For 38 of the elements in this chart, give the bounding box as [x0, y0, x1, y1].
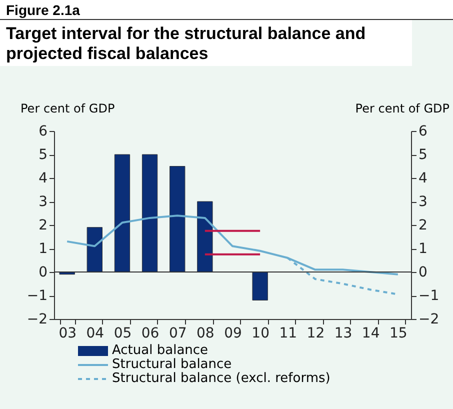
legend-label: Structural balance — [112, 357, 232, 372]
y-tick-label: 4 — [38, 170, 48, 186]
x-tick-label: 10 — [252, 326, 270, 342]
y2-tick-label: 1 — [418, 241, 428, 257]
y2-tick-label: 0 — [418, 264, 428, 280]
x-tick-label: 14 — [362, 326, 380, 342]
x-tick-label: 11 — [279, 326, 298, 342]
y-tick-label: 2 — [38, 218, 48, 234]
legend-label: Structural balance (excl. reforms) — [112, 371, 330, 386]
x-tick-label: 08 — [196, 326, 214, 342]
x-tick-label: 09 — [224, 326, 242, 342]
legend-label: Actual balance — [112, 343, 208, 358]
y-tick-label: 3 — [38, 194, 48, 210]
x-tick-label: 13 — [334, 326, 352, 342]
y-tick-label: 1 — [38, 241, 48, 257]
chart-subtitle: Figure 2.1a — [0, 0, 453, 20]
x-tick-label: 03 — [58, 326, 77, 342]
y-tick-label: −1 — [26, 288, 48, 304]
x-tick-label: 04 — [86, 326, 104, 342]
x-tick-label: 07 — [168, 326, 187, 342]
y2-tick-label: −1 — [418, 288, 440, 304]
y2-tick-label: 4 — [418, 170, 428, 186]
y-tick-label: −2 — [26, 312, 48, 328]
y2-tick-label: 6 — [418, 124, 428, 140]
x-tick-label: 05 — [114, 326, 132, 342]
x-tick-label: 12 — [306, 326, 325, 342]
x-tick-label: 15 — [389, 326, 408, 342]
y-tick-label: 0 — [38, 264, 48, 280]
y2-tick-label: 2 — [418, 218, 428, 234]
y-tick-label: 6 — [38, 124, 48, 140]
y2-axis-title: Per cent of GDP — [355, 102, 450, 116]
y2-tick-label: 3 — [418, 194, 428, 210]
y-axis-title: Per cent of GDP — [20, 102, 115, 116]
x-tick-label: 06 — [141, 326, 160, 342]
y-tick-label: 5 — [38, 147, 48, 163]
y2-tick-label: −2 — [418, 312, 440, 328]
chart-title: Target interval for the structural balance and projected fiscal balances — [0, 20, 412, 66]
y2-tick-label: 5 — [418, 147, 428, 163]
